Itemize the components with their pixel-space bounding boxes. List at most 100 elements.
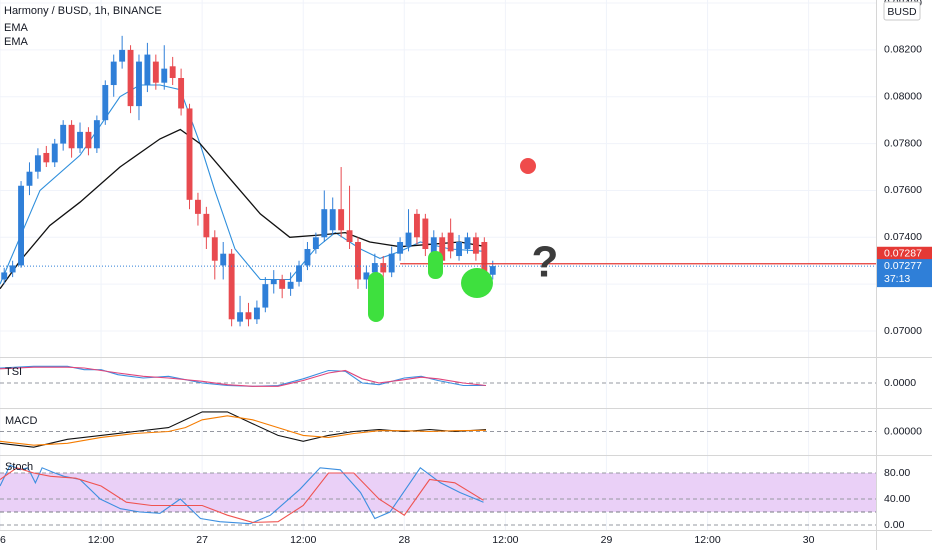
candle-body: [405, 232, 412, 247]
candle-body: [338, 209, 345, 231]
candle-body: [60, 124, 67, 144]
candle-body: [194, 199, 201, 214]
candle-body: [439, 237, 446, 261]
candle-body: [127, 49, 134, 107]
x-tick-label: 12:00: [492, 534, 518, 546]
candle-body: [203, 213, 210, 238]
candle-body: [136, 61, 142, 107]
candle-body: [169, 66, 176, 79]
candle-body: [279, 279, 286, 289]
line-series: [0, 84, 487, 285]
x-tick-label: 27: [196, 534, 208, 546]
candle-body: [9, 265, 16, 273]
x-tick-label: 12:00: [694, 534, 720, 546]
candle-body: [388, 253, 395, 273]
candle-body: [144, 54, 151, 86]
candle-body: [245, 312, 252, 320]
candle-body: [312, 237, 319, 250]
candle-body: [397, 241, 404, 254]
candle-body: [119, 49, 126, 62]
candle-body: [85, 131, 92, 149]
candle-body: [363, 272, 370, 280]
candle-body: [355, 241, 361, 280]
line-series: [0, 411, 487, 448]
x-tick-label: 30: [803, 534, 815, 546]
candle-body: [447, 232, 454, 252]
candle-body: [161, 68, 168, 83]
price-label-box: [877, 259, 932, 288]
candle-body: [18, 185, 25, 266]
candle-body: [371, 263, 378, 273]
line-series: [0, 128, 487, 290]
candle-body: [211, 237, 218, 261]
x-tick-label: 12:00: [290, 534, 316, 546]
pane-title: MACD: [5, 415, 37, 427]
candle-body: [102, 85, 109, 121]
candle-body: [68, 124, 75, 149]
candle-body: [152, 61, 159, 83]
x-tick-label: 28: [398, 534, 410, 546]
currency-box[interactable]: [883, 1, 921, 21]
candle-body: [178, 78, 185, 109]
x-tick-label: 12:00: [88, 534, 114, 546]
candle-body: [51, 143, 58, 163]
y-tick-label: 80.00: [884, 467, 910, 479]
candle-body: [380, 263, 387, 273]
candle-body: [464, 237, 471, 250]
candle-body: [287, 281, 294, 289]
candle-body: [422, 218, 429, 250]
legend-entry: EMA: [4, 22, 29, 34]
countdown-label: 37:13: [884, 273, 910, 285]
plot-area: [0, 0, 876, 530]
y-tick-label: 0.08200: [884, 44, 922, 56]
y-tick-label: 0.07800: [884, 137, 922, 149]
y-tick-label: 0.0000: [884, 377, 916, 389]
candle-body: [220, 253, 227, 266]
price-label: 0.07287: [884, 248, 922, 260]
pane-title: TSI: [5, 366, 22, 378]
pane-title: Stoch: [5, 461, 33, 473]
candle-body: [186, 108, 193, 200]
highlight-drawing: [428, 251, 443, 279]
chart-title: Harmony / BUSD, 1h, BINANCE: [4, 5, 162, 17]
candle-body: [456, 241, 463, 257]
y-tick-label: 0.07600: [884, 184, 922, 196]
highlight-drawing: [368, 272, 384, 322]
y-tick-label: 0.07000: [884, 325, 922, 337]
candle-body: [262, 284, 269, 308]
candle-body: [329, 209, 336, 231]
candle-body: [430, 237, 437, 257]
candle-body: [481, 241, 488, 275]
candle-body: [228, 253, 235, 320]
price-label: 0.07277: [884, 260, 922, 272]
candle-body: [489, 266, 496, 275]
candle-body: [413, 213, 420, 238]
candle-body: [237, 312, 244, 322]
candle-body: [304, 249, 311, 266]
candle-body: [26, 171, 33, 186]
highlight-drawing: [461, 268, 493, 298]
candle-body: [472, 237, 479, 254]
candle-body: [77, 131, 83, 149]
line-series: [0, 415, 487, 446]
line-series: [0, 467, 484, 523]
candle-body: [1, 272, 8, 280]
candle-body: [321, 209, 328, 238]
y-tick-label: 0.07400: [884, 231, 922, 243]
band: [0, 473, 876, 512]
candle-body: [253, 307, 260, 320]
candle-body: [270, 279, 277, 285]
y-tick-label: 0.00000: [884, 425, 922, 437]
line-series: [0, 366, 487, 387]
price-label-box: [877, 246, 932, 261]
y-tick-label: 40.00: [884, 493, 910, 505]
candle-body: [110, 61, 117, 86]
dot-drawing: [520, 158, 536, 174]
candle-body: [43, 152, 50, 163]
currency-label: BUSD: [887, 6, 917, 18]
question-mark: ?: [532, 238, 559, 287]
candle-body: [346, 230, 353, 242]
legend-entry: EMA: [4, 36, 29, 48]
